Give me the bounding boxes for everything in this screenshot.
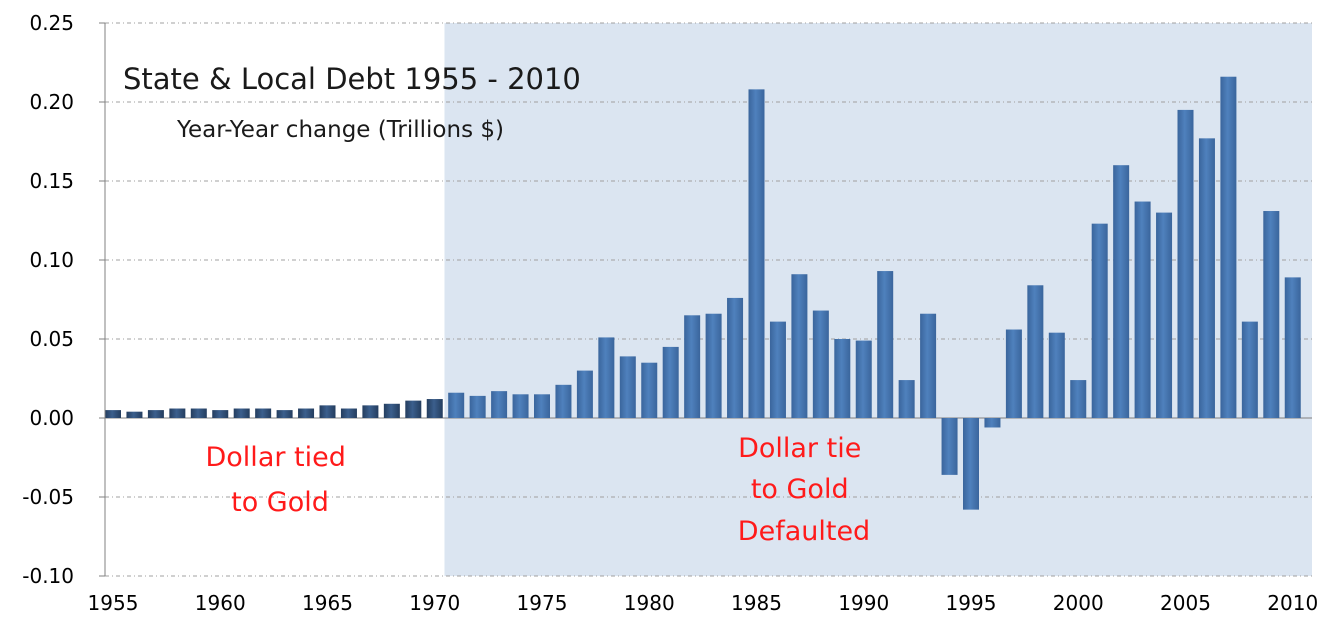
bar-1994	[941, 418, 958, 475]
bar-1986	[769, 321, 786, 418]
y-tick-label: 0.15	[29, 169, 74, 193]
bar-1961	[233, 408, 250, 418]
bar-1991	[877, 271, 894, 418]
bar-1992	[898, 380, 915, 418]
bar-2004	[1156, 212, 1173, 418]
bars	[105, 76, 1301, 510]
bar-1962	[255, 408, 272, 418]
bar-1973	[491, 391, 508, 418]
x-tick-label: 1960	[195, 591, 246, 615]
bar-2006	[1198, 138, 1215, 418]
x-tick-label: 2010	[1267, 591, 1318, 615]
bar-2000	[1070, 380, 1087, 418]
bar-2003	[1134, 201, 1151, 418]
bar-1968	[383, 403, 400, 418]
x-axis-ticks: 1955 1960 1965 1970 1975 1980 1985 1990 1995 2000…	[88, 591, 1319, 615]
bar-1989	[834, 339, 851, 418]
annotation-dollar-tied-line-2: to Gold	[231, 487, 329, 518]
bar-2010	[1284, 277, 1301, 418]
bar-1982	[684, 315, 701, 418]
x-tick-label: 1995	[946, 591, 997, 615]
bar-1969	[405, 400, 422, 418]
y-tick-label: 0.10	[29, 248, 74, 272]
x-tick-label: 1975	[517, 591, 568, 615]
y-tick-label: 0.25	[29, 11, 74, 35]
bar-1988	[812, 310, 829, 418]
bar-1967	[362, 405, 379, 418]
bar-1976	[555, 384, 572, 418]
bar-2005	[1177, 109, 1194, 419]
bar-2002	[1113, 165, 1130, 418]
bar-2009	[1263, 211, 1280, 418]
x-tick-label: 1980	[624, 591, 675, 615]
bar-1974	[512, 394, 529, 418]
x-tick-label: 2000	[1053, 591, 1104, 615]
bar-1966	[340, 408, 357, 418]
y-tick-label: -0.10	[22, 564, 74, 588]
x-tick-label: 2005	[1160, 591, 1211, 615]
annotation-dollar-defaulted-line-2: to Gold	[751, 474, 849, 505]
bar-1987	[791, 274, 808, 418]
bar-1997	[1005, 329, 1022, 418]
x-tick-label: 1990	[838, 591, 889, 615]
bar-2007	[1220, 76, 1237, 418]
bar-1958	[169, 408, 186, 418]
y-tick-label: -0.05	[22, 485, 74, 509]
bar-1983	[705, 313, 722, 418]
bar-1955	[105, 410, 121, 418]
annotation-dollar-defaulted: Dollar tie to Gold Defaulted	[738, 433, 870, 547]
bar-1977	[576, 370, 593, 418]
bar-2001	[1091, 223, 1108, 418]
bar-1998	[1027, 285, 1044, 418]
bar-1956	[126, 411, 143, 418]
bar-1979	[619, 356, 636, 418]
y-axis-ticks: 0.25 0.20 0.15 0.10 0.05 0.00 -0.05 -0.10	[22, 11, 105, 588]
x-tick-label: 1955	[88, 591, 139, 615]
y-tick-label: 0.00	[29, 406, 74, 430]
bar-1993	[920, 313, 937, 418]
x-tick-label: 1985	[731, 591, 782, 615]
bar-1990	[855, 340, 872, 418]
bar-1981	[662, 346, 679, 418]
chart-subtitle: Year-Year change (Trillions $)	[176, 117, 504, 143]
bar-1963	[276, 410, 293, 418]
bar-1957	[147, 410, 164, 418]
annotation-dollar-defaulted-line-3: Defaulted	[738, 516, 870, 547]
bar-1984	[727, 297, 744, 418]
bar-1960	[212, 410, 229, 418]
bar-1971	[448, 392, 465, 418]
bar-1999	[1048, 332, 1065, 418]
bar-1978	[598, 337, 615, 418]
annotation-dollar-tied-line-1: Dollar tied	[206, 442, 346, 473]
y-tick-label: 0.20	[29, 90, 74, 114]
bar-1985	[748, 89, 765, 419]
bar-1996	[984, 418, 1001, 428]
bar-2008	[1241, 321, 1258, 418]
y-tick-label: 0.05	[29, 327, 74, 351]
x-tick-label: 1970	[409, 591, 460, 615]
chart-title: State & Local Debt 1955 - 2010	[123, 62, 581, 96]
bar-1995	[963, 418, 979, 510]
bar-1972	[469, 395, 486, 418]
bar-1965	[319, 405, 336, 418]
annotation-dollar-defaulted-line-1: Dollar tie	[738, 433, 861, 464]
bar-1970	[426, 399, 443, 418]
bar-1980	[641, 362, 658, 418]
x-tick-label: 1965	[302, 591, 353, 615]
bar-1964	[298, 408, 315, 418]
bar-1959	[190, 408, 207, 418]
bar-1975	[534, 394, 550, 418]
annotation-dollar-tied: Dollar tied to Gold	[206, 442, 355, 518]
